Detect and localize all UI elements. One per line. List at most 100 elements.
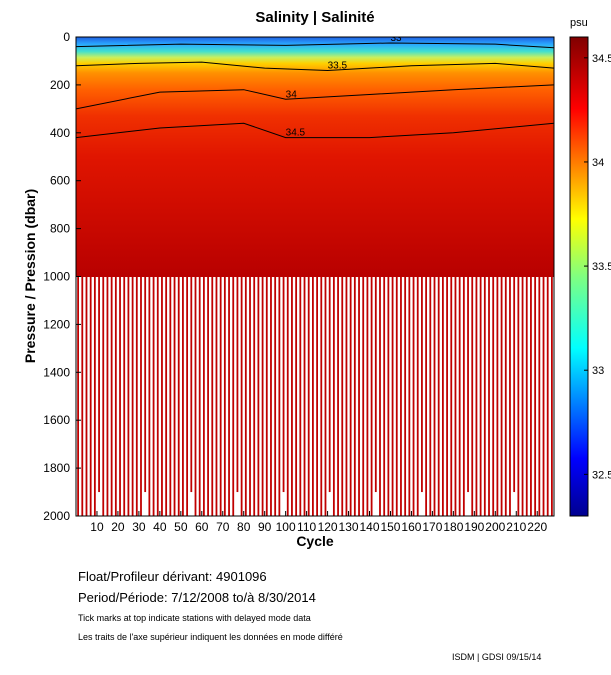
deep-profile-column xyxy=(211,276,214,516)
colorbar-tick-label: 34 xyxy=(592,157,604,169)
note-english: Tick marks at top indicate stations with… xyxy=(78,613,311,623)
deep-profile-column xyxy=(144,276,147,493)
x-tick-label: 80 xyxy=(237,520,251,534)
y-tick-label: 1600 xyxy=(43,413,70,427)
deep-profile-column xyxy=(135,276,138,516)
deep-profile-column xyxy=(320,276,323,516)
x-tick-label: 20 xyxy=(111,520,125,534)
y-tick-label: 600 xyxy=(50,174,70,188)
deep-profile-column xyxy=(404,276,407,516)
y-tick-label: 200 xyxy=(50,78,70,92)
deep-profile-column xyxy=(538,276,541,516)
deep-profile-column xyxy=(328,276,331,493)
deep-profile-column xyxy=(471,276,474,516)
deep-profile-column xyxy=(341,276,344,516)
x-tick-label: 210 xyxy=(506,520,526,534)
deep-profile-column xyxy=(525,276,528,516)
deep-profile-column xyxy=(119,276,121,516)
float-info: Float/Profileur dérivant: 4901096 xyxy=(78,569,267,584)
y-tick-label: 1000 xyxy=(43,270,70,284)
deep-profile-column xyxy=(236,276,239,493)
deep-profile-column xyxy=(93,276,96,516)
x-tick-label: 40 xyxy=(153,520,167,534)
deep-profile-column xyxy=(345,276,348,516)
contour-labels: 33 33.5 34 34.5 xyxy=(286,33,402,139)
deep-profile-column xyxy=(169,276,172,516)
x-tick-label: 140 xyxy=(359,520,379,534)
deep-profile-column xyxy=(244,276,247,516)
float-value: 4901096 xyxy=(216,569,267,584)
contour-line xyxy=(76,84,554,110)
deep-profile-column xyxy=(156,276,159,516)
period-value: 7/12/2008 to/à 8/30/2014 xyxy=(171,590,316,605)
float-label: Float/Profileur dérivant: xyxy=(78,569,213,584)
deep-profile-column xyxy=(240,276,243,516)
deep-profile-column xyxy=(190,276,193,493)
deep-profile-column xyxy=(437,276,440,516)
deep-profile-column xyxy=(513,276,516,493)
contour-line xyxy=(76,42,554,49)
deep-profile-column xyxy=(261,276,264,516)
deep-profile-column xyxy=(441,276,444,516)
production-stamp: ISDM | GDSI 09/15/14 xyxy=(452,652,542,662)
deep-profile-column xyxy=(362,276,365,516)
deep-profile-column xyxy=(274,276,277,516)
deep-profile-column xyxy=(450,276,453,516)
contour-label: 33.5 xyxy=(328,61,348,72)
chart-title: Salinity | Salinité xyxy=(255,9,374,26)
deep-profile-column xyxy=(509,276,511,516)
deep-profile-column xyxy=(232,276,235,516)
x-tick-label: 220 xyxy=(527,520,547,534)
y-tick-label: 1800 xyxy=(43,461,70,475)
x-tick-label: 60 xyxy=(195,520,209,534)
deep-profile-column xyxy=(551,276,553,516)
deep-profile-column xyxy=(400,276,402,516)
contour-lines xyxy=(76,42,554,139)
period-label: Period/Période: xyxy=(78,590,168,605)
deep-profile-column xyxy=(102,276,105,516)
deep-profile-column xyxy=(383,276,386,516)
deep-profile-column xyxy=(467,276,469,493)
deep-profile-column xyxy=(391,276,394,516)
deep-profile-column xyxy=(114,276,117,516)
deep-profile-column xyxy=(358,276,360,516)
x-tick-label: 200 xyxy=(485,520,505,534)
deep-profile-column xyxy=(395,276,398,516)
x-axis-ticks: 10 20 30 40 50 60 70 80 90 100 110 120 130 140 150 160 1… xyxy=(90,511,548,534)
deep-profile-column xyxy=(265,276,268,516)
deep-profile-column xyxy=(127,276,130,516)
deep-profile-column xyxy=(408,276,411,516)
deep-profile-column xyxy=(458,276,461,516)
deep-profile-column xyxy=(504,276,507,516)
y-tick-label: 1200 xyxy=(43,317,70,331)
deep-profile-column xyxy=(215,276,218,516)
deep-profile-column xyxy=(152,276,155,516)
deep-profile-column xyxy=(379,276,381,516)
deep-profile-column xyxy=(412,276,415,516)
contour-line xyxy=(76,122,554,139)
x-tick-label: 190 xyxy=(464,520,484,534)
y-axis-label: Pressure / Pression (dbar) xyxy=(22,189,38,363)
deep-profile-column xyxy=(228,276,230,516)
deep-profile-column xyxy=(223,276,226,516)
deep-profile-column xyxy=(106,276,109,516)
deep-profile-column xyxy=(131,276,134,516)
deep-profile-column xyxy=(249,276,251,516)
deep-profile-column xyxy=(257,276,260,516)
contour-label: 34 xyxy=(286,89,298,100)
deep-profile-column xyxy=(353,276,356,516)
x-tick-label: 160 xyxy=(401,520,421,534)
colorbar xyxy=(569,36,589,517)
x-tick-label: 100 xyxy=(276,520,296,534)
deep-profile-columns xyxy=(77,276,553,516)
deep-profile-column xyxy=(488,276,490,516)
y-tick-label: 400 xyxy=(50,126,70,140)
contour-label: 33 xyxy=(390,33,402,44)
deep-profile-column xyxy=(81,276,84,516)
deep-profile-column xyxy=(77,276,79,516)
deep-profile-column xyxy=(483,276,486,516)
y-axis-ticks: 0 200 400 600 800 1000 1200 1400 1600 1800 2000 xyxy=(43,30,81,523)
deep-profile-column xyxy=(316,276,318,516)
y-tick-label: 1400 xyxy=(43,365,70,379)
